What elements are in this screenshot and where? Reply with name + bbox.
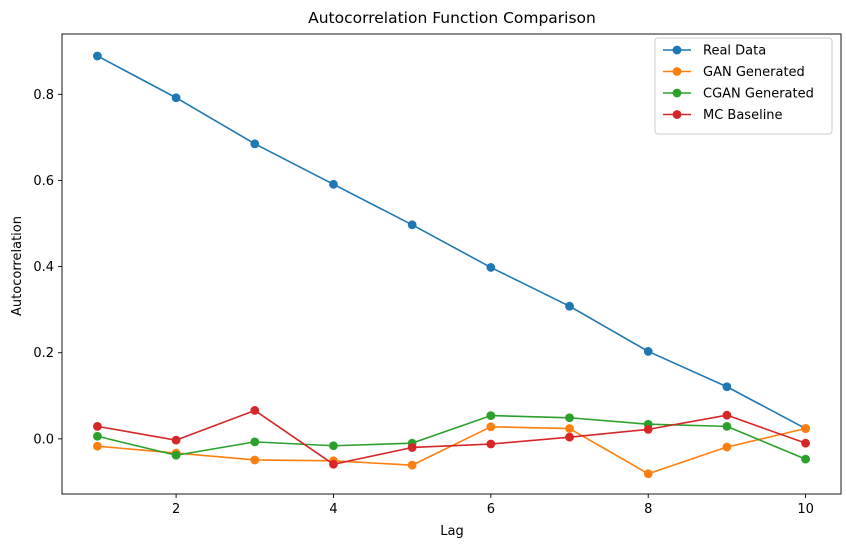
data-point-cgan-generated: [801, 454, 810, 464]
data-point-mc-baseline: [329, 459, 338, 469]
legend-item-gan-generated: GAN Generated: [663, 65, 805, 80]
data-point-mc-baseline: [407, 443, 417, 452]
data-point-real-data: [329, 179, 338, 189]
data-point-cgan-generated: [171, 450, 181, 460]
legend-label: MC Baseline: [703, 108, 783, 123]
data-point-mc-baseline: [643, 424, 653, 434]
y-axis-title: Autocorrelation: [10, 216, 25, 316]
data-point-real-data: [250, 139, 260, 149]
data-point-real-data: [565, 301, 574, 311]
data-point-real-data: [407, 220, 417, 230]
data-point-mc-baseline: [93, 421, 102, 431]
data-point-mc-baseline: [171, 435, 181, 445]
data-point-mc-baseline: [250, 406, 260, 415]
x-tick-label: 8: [644, 502, 652, 517]
data-point-cgan-generated: [486, 411, 496, 421]
legend-swatch-marker: [672, 45, 682, 55]
series-line-real-data: [97, 55, 806, 430]
legend-swatch-marker: [672, 67, 682, 76]
y-tick-label: 0.4: [33, 260, 54, 275]
plot-frame: [61, 33, 842, 495]
data-point-cgan-generated: [250, 437, 260, 447]
legend-item-cgan-generated: CGAN Generated: [663, 87, 814, 102]
data-point-gan-generated: [801, 424, 810, 433]
legend-label: CGAN Generated: [703, 87, 814, 102]
legend-swatch-marker: [672, 88, 682, 98]
data-point-gan-generated: [250, 455, 260, 465]
legend-label: Real Data: [703, 44, 766, 59]
data-point-mc-baseline: [486, 439, 496, 449]
legend-item-real-data: Real Data: [663, 44, 766, 59]
x-tick-label: 2: [172, 502, 180, 517]
data-point-cgan-generated: [565, 413, 574, 423]
data-point-real-data: [722, 382, 732, 392]
data-point-gan-generated: [407, 460, 417, 470]
x-tick-label: 10: [797, 502, 814, 517]
data-point-cgan-generated: [93, 431, 102, 441]
legend-item-mc-baseline: MC Baseline: [663, 108, 783, 123]
y-tick-label: 0.8: [33, 88, 54, 103]
data-point-cgan-generated: [329, 441, 338, 451]
data-point-gan-generated: [643, 469, 653, 479]
data-point-cgan-generated: [722, 421, 732, 431]
x-axis-title: Lag: [440, 524, 463, 539]
legend-swatch-marker: [672, 110, 682, 119]
series-line-cgan-generated: [97, 414, 806, 460]
x-tick-label: 4: [329, 502, 337, 517]
y-tick-label: 0.2: [33, 346, 54, 361]
data-point-real-data: [93, 51, 102, 61]
data-point-mc-baseline: [565, 432, 574, 442]
data-point-real-data: [643, 347, 653, 356]
x-tick-label: 6: [487, 502, 495, 517]
plot-area: 2 4 6 8 10 0.0 0.2 0.4 0.6 0.8: [33, 33, 842, 517]
data-point-real-data: [486, 263, 496, 272]
data-point-gan-generated: [565, 424, 574, 433]
data-point-mc-baseline: [722, 410, 732, 420]
data-point-real-data: [171, 93, 181, 103]
data-point-gan-generated: [93, 441, 102, 451]
series-line-mc-baseline: [97, 409, 806, 466]
series-cgan-generated: [93, 411, 810, 464]
series-mc-baseline: [93, 406, 810, 469]
y-tick-label: 0.6: [33, 174, 54, 189]
legend-label: GAN Generated: [703, 65, 805, 80]
legend: Real Data GAN Generated CGAN Generated MC B…: [654, 37, 833, 135]
y-tick-label: 0.0: [33, 432, 54, 447]
data-point-gan-generated: [722, 442, 732, 452]
legend-box: [654, 37, 833, 135]
data-point-mc-baseline: [801, 438, 810, 448]
chart-title: Autocorrelation Function Comparison: [308, 9, 596, 27]
data-point-gan-generated: [486, 422, 496, 432]
